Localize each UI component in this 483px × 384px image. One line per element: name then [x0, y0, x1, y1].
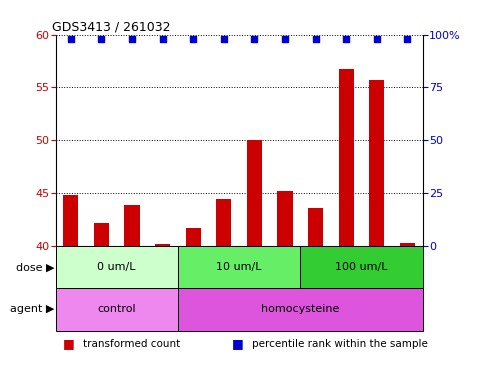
Text: 0 um/L: 0 um/L — [98, 262, 136, 272]
Bar — [369, 80, 384, 246]
Text: 10 um/L: 10 um/L — [216, 262, 262, 272]
Point — [312, 36, 319, 42]
Point — [220, 36, 227, 42]
Bar — [308, 208, 323, 246]
Text: transformed count: transformed count — [83, 339, 180, 349]
Bar — [277, 191, 293, 246]
Text: percentile rank within the sample: percentile rank within the sample — [252, 339, 428, 349]
Point — [251, 36, 258, 42]
Text: ■: ■ — [63, 338, 75, 351]
Text: control: control — [98, 305, 136, 314]
Bar — [178, 288, 423, 331]
Bar — [94, 223, 109, 246]
Point — [189, 36, 197, 42]
Bar — [63, 195, 78, 246]
Bar — [300, 246, 423, 288]
Text: 100 um/L: 100 um/L — [335, 262, 388, 272]
Bar — [56, 246, 178, 288]
Bar — [155, 244, 170, 246]
Point — [373, 36, 381, 42]
Bar — [178, 246, 300, 288]
Point — [342, 36, 350, 42]
Bar — [339, 70, 354, 246]
Text: homocysteine: homocysteine — [261, 305, 340, 314]
Bar — [400, 243, 415, 246]
Text: ■: ■ — [232, 338, 243, 351]
Bar — [56, 288, 178, 331]
Bar — [247, 140, 262, 246]
Point — [98, 36, 105, 42]
Text: agent ▶: agent ▶ — [10, 305, 54, 314]
Point — [159, 36, 167, 42]
Bar — [125, 205, 140, 246]
Bar — [185, 228, 201, 246]
Point — [67, 36, 75, 42]
Bar — [216, 199, 231, 246]
Point — [281, 36, 289, 42]
Text: dose ▶: dose ▶ — [15, 262, 54, 272]
Point — [128, 36, 136, 42]
Point — [403, 36, 411, 42]
Text: GDS3413 / 261032: GDS3413 / 261032 — [52, 20, 170, 33]
